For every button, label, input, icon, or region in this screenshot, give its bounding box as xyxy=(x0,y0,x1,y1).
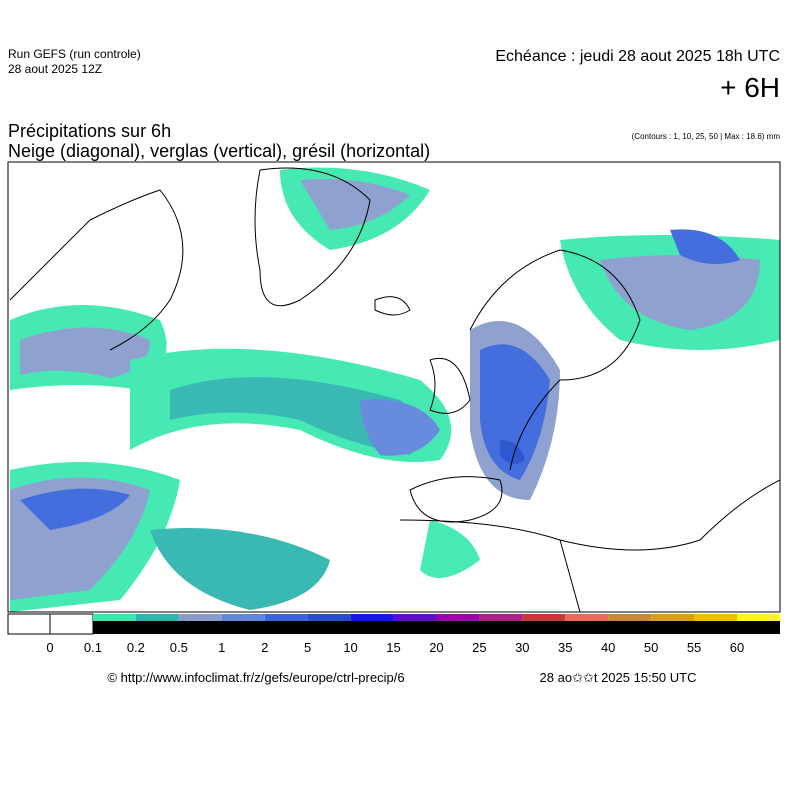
colorbar-swatch xyxy=(264,614,308,621)
colorbar-swatch xyxy=(608,614,652,621)
colorbar-label: 60 xyxy=(730,640,744,655)
colorbar-swatch xyxy=(221,614,265,621)
colorbar-label: 15 xyxy=(386,640,400,655)
colorbar-swatch xyxy=(479,614,523,621)
colorbar-label: 35 xyxy=(558,640,572,655)
colorbar-swatch xyxy=(694,614,738,621)
colorbar-label: 40 xyxy=(601,640,615,655)
contours-note: (Contours : 1, 10, 25, 50 | Max : 18.6) … xyxy=(632,132,781,141)
colorbar-empty xyxy=(49,613,94,635)
colorbar-swatch xyxy=(737,614,780,621)
run-date: 28 aout 2025 12Z xyxy=(8,62,102,76)
colorbar-swatch xyxy=(178,614,222,621)
colorbar-label: 2 xyxy=(261,640,268,655)
colorbar-swatch xyxy=(307,614,351,621)
colorbar-label: 0.1 xyxy=(84,640,102,655)
colorbar-label: 20 xyxy=(429,640,443,655)
precip-area xyxy=(10,167,780,612)
run-label: Run GEFS (run controle) xyxy=(8,47,141,61)
source-url: © http://www.infoclimat.fr/z/gefs/europe… xyxy=(107,670,404,685)
colorbar-label: 30 xyxy=(515,640,529,655)
colorbar-base xyxy=(93,621,780,634)
colorbar: 0 0.1 0.2 0.5 1 2 5 10 15 20 25 30 35 40 50 55 60 xyxy=(7,613,780,655)
colorbar-label: 25 xyxy=(472,640,486,655)
colorbar-empty xyxy=(7,613,51,635)
colorbar-swatch xyxy=(436,614,480,621)
colorbar-swatch xyxy=(651,614,695,621)
forecast-time: Echéance : jeudi 28 aout 2025 18h UTC xyxy=(495,48,780,65)
colorbar-label: 5 xyxy=(304,640,311,655)
map-subtitle: Neige (diagonal), verglas (vertical), gr… xyxy=(8,141,430,161)
colorbar-swatch xyxy=(135,614,179,621)
colorbar-label: 0.2 xyxy=(127,640,145,655)
map-area xyxy=(7,161,781,613)
colorbar-label: 0.5 xyxy=(170,640,188,655)
generated-time: 28 ao✩✩t 2025 15:50 UTC xyxy=(540,670,697,685)
colorbar-swatch xyxy=(522,614,566,621)
forecast-offset: + 6H xyxy=(720,72,780,103)
colorbar-label: 1 xyxy=(218,640,225,655)
colorbar-label: 10 xyxy=(343,640,357,655)
colorbar-swatch xyxy=(565,614,609,621)
colorbar-label: 55 xyxy=(687,640,701,655)
colorbar-label: 0 xyxy=(46,640,53,655)
colorbar-swatch xyxy=(93,614,136,621)
colorbar-swatch xyxy=(393,614,437,621)
map-title: Précipitations sur 6h xyxy=(8,121,171,141)
coastlines xyxy=(9,167,780,612)
colorbar-swatch xyxy=(350,614,394,621)
colorbar-label: 50 xyxy=(644,640,658,655)
